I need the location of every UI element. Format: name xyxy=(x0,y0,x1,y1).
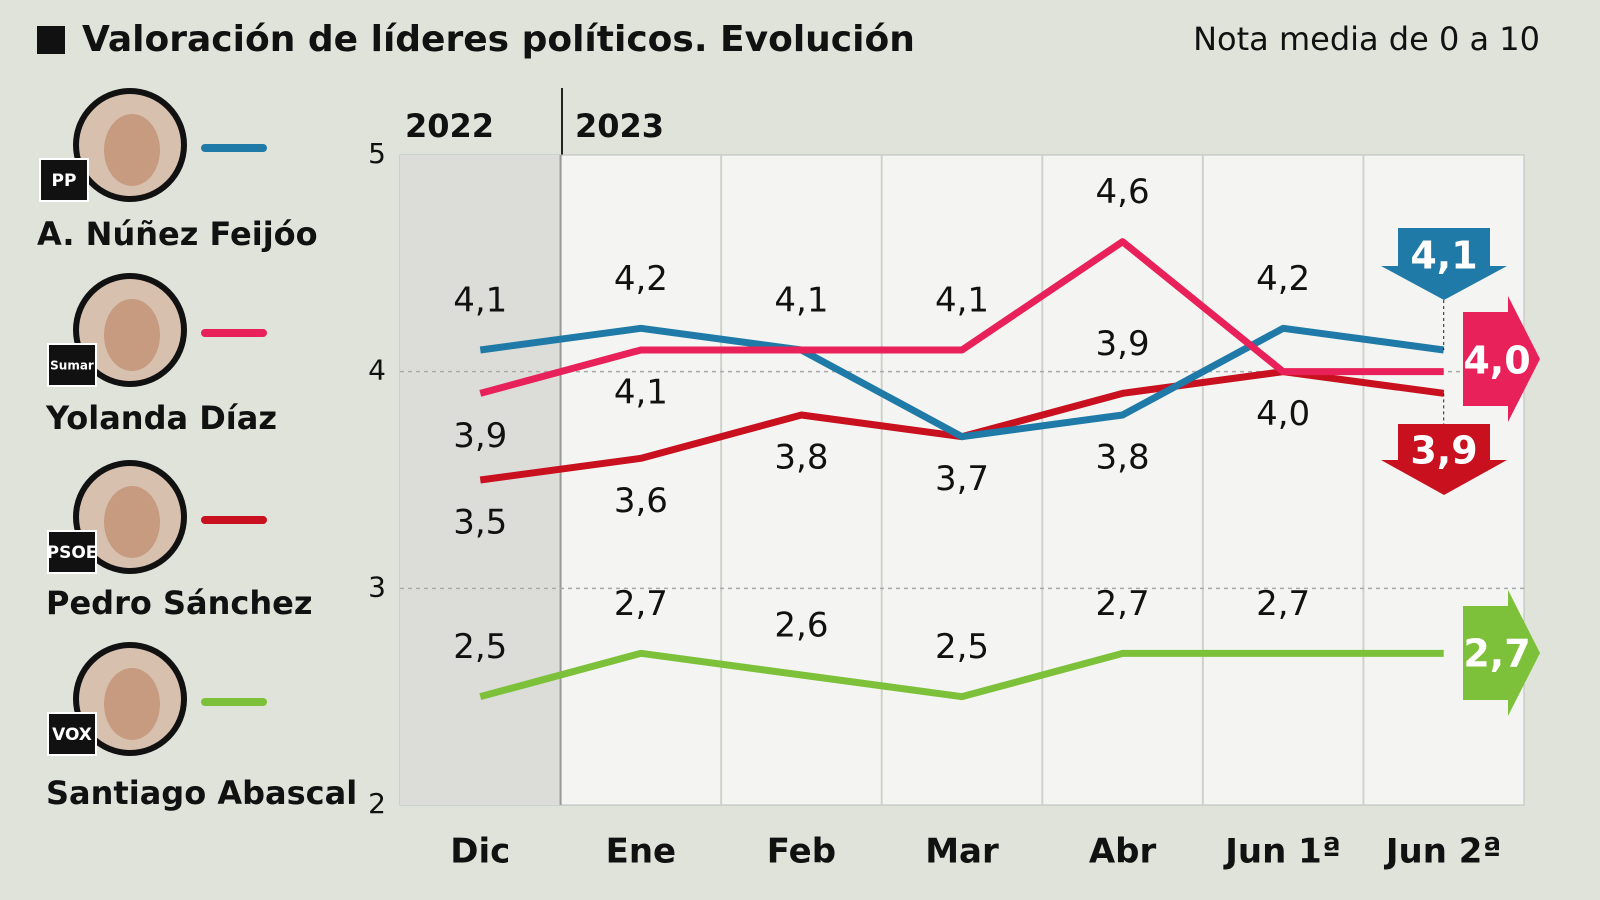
party-logo-text: PP xyxy=(52,171,77,191)
end-label: 3,9 xyxy=(1410,429,1477,473)
data-label: 3,7 xyxy=(935,459,989,499)
legend-label: A. Núñez Feijóo xyxy=(37,215,318,253)
data-label: 2,7 xyxy=(1096,584,1150,624)
chart-title: Valoración de líderes políticos. Evoluci… xyxy=(82,19,915,60)
party-logo-text: Sumar xyxy=(50,359,94,373)
end-label: 4,1 xyxy=(1410,234,1477,278)
line-series xyxy=(479,649,1444,701)
photo-face xyxy=(104,486,160,558)
data-label: 4,6 xyxy=(1096,172,1150,212)
data-label: 4,2 xyxy=(1256,259,1310,299)
line-series xyxy=(479,238,1444,397)
end-label: 4,0 xyxy=(1463,339,1530,383)
data-label: 3,6 xyxy=(614,481,668,521)
chart-subtitle: Nota media de 0 a 10 xyxy=(1193,20,1540,58)
y-tick-label: 2 xyxy=(368,787,386,820)
period-label: 2022 xyxy=(405,107,494,145)
data-label: 3,8 xyxy=(1096,438,1150,478)
data-label: 2,6 xyxy=(774,606,828,646)
photo-face xyxy=(104,299,160,371)
data-label: 4,1 xyxy=(935,281,989,321)
data-label: 4,0 xyxy=(1256,394,1310,434)
party-logo xyxy=(47,712,97,756)
party-logo xyxy=(47,343,97,387)
y-tick-label: 5 xyxy=(368,137,386,170)
data-label: 4,1 xyxy=(774,281,828,321)
data-label: 2,5 xyxy=(453,627,507,667)
data-label: 2,5 xyxy=(935,627,989,667)
party-logo xyxy=(47,530,97,574)
photo-face xyxy=(104,668,160,740)
end-label: 2,7 xyxy=(1463,632,1530,676)
trend-arrow xyxy=(1381,424,1507,495)
photo-face xyxy=(104,114,160,186)
x-tick-label: Feb xyxy=(767,832,836,872)
data-label: 4,1 xyxy=(614,373,668,413)
title-bullet xyxy=(37,26,65,54)
trend-arrow xyxy=(1463,296,1540,422)
party-logo-text: PSOE xyxy=(47,543,98,563)
x-tick-label: Ene xyxy=(606,832,677,872)
x-tick-label: Mar xyxy=(925,832,999,872)
data-label: 2,7 xyxy=(1256,584,1310,624)
data-label: 2,7 xyxy=(614,584,668,624)
trend-arrow xyxy=(1381,228,1507,300)
legend-label: Pedro Sánchez xyxy=(46,584,312,622)
data-label: 4,1 xyxy=(453,281,507,321)
trend-arrow xyxy=(1463,590,1540,716)
data-label: 3,5 xyxy=(453,503,507,543)
x-tick-label: Jun 2ª xyxy=(1384,832,1502,872)
data-label: 3,9 xyxy=(1096,324,1150,364)
x-tick-label: Abr xyxy=(1089,832,1157,872)
legend-label: Yolanda Díaz xyxy=(45,399,277,437)
data-label: 3,8 xyxy=(774,438,828,478)
data-label: 3,9 xyxy=(453,416,507,456)
legend-label: Santiago Abascal xyxy=(46,774,357,812)
x-tick-label: Jun 1ª xyxy=(1223,832,1341,872)
party-logo xyxy=(39,158,89,202)
period-label: 2023 xyxy=(575,107,664,145)
x-tick-label: Dic xyxy=(450,832,510,872)
data-label: 4,2 xyxy=(614,259,668,299)
y-tick-label: 3 xyxy=(368,570,386,603)
y-tick-label: 4 xyxy=(368,354,386,387)
party-logo-text: VOX xyxy=(52,725,92,745)
line-series xyxy=(479,324,1445,441)
